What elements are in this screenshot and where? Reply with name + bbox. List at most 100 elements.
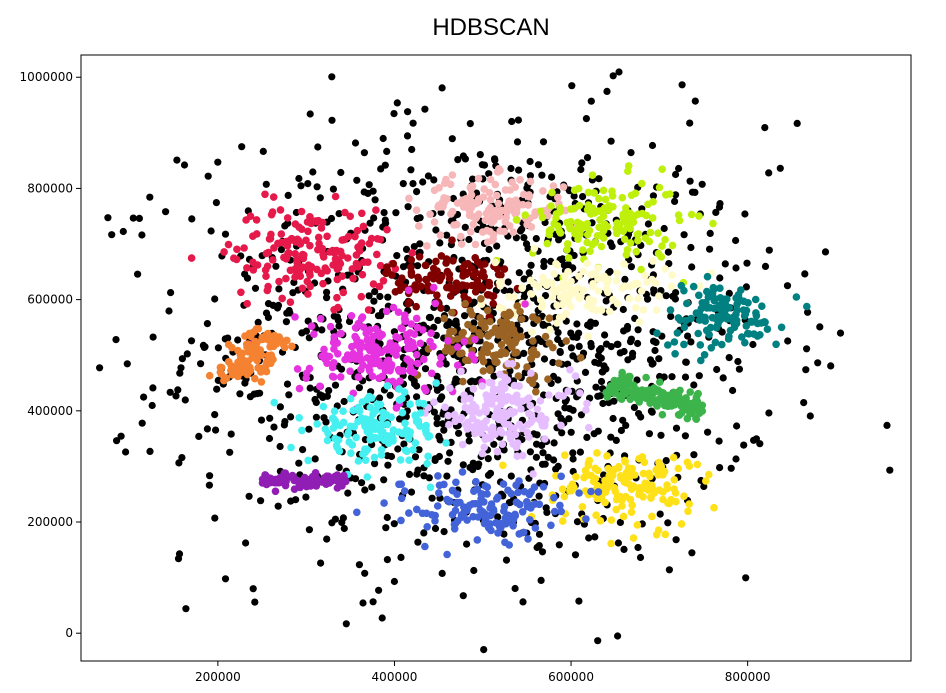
scatter-point <box>333 443 342 452</box>
plot-frame <box>80 54 912 662</box>
scatter-point <box>515 166 523 174</box>
scatter-point <box>523 363 531 371</box>
scatter-point <box>569 205 578 213</box>
scatter-point <box>266 414 274 422</box>
scatter-point <box>698 180 706 188</box>
scatter-point <box>371 418 380 427</box>
scatter-point <box>732 455 740 463</box>
scatter-point <box>459 592 467 600</box>
scatter-point <box>368 372 377 381</box>
scatter-point <box>298 284 307 293</box>
scatter-point <box>477 319 486 328</box>
scatter-point <box>571 551 580 559</box>
scatter-point <box>683 299 691 308</box>
cluster-c-crimson <box>187 190 417 314</box>
scatter-point <box>688 549 696 557</box>
scatter-point <box>704 293 713 301</box>
scatter-point <box>270 331 279 340</box>
scatter-point <box>493 358 501 367</box>
scatter-point <box>667 394 676 403</box>
scatter-point <box>372 206 380 214</box>
scatter-point <box>287 443 295 452</box>
scatter-point <box>727 464 735 472</box>
scatter-point <box>361 486 369 494</box>
scatter-point <box>420 472 428 480</box>
scatter-point <box>527 504 535 512</box>
scatter-point <box>410 368 418 377</box>
scatter-point <box>372 343 380 351</box>
scatter-point <box>367 358 375 367</box>
scatter-point <box>488 217 497 225</box>
scatter-point <box>117 432 125 440</box>
scatter-point <box>203 425 211 433</box>
scatter-point <box>627 508 636 516</box>
scatter-point <box>129 214 137 222</box>
scatter-point <box>601 476 609 485</box>
scatter-point <box>366 219 374 227</box>
scatter-point <box>316 314 325 323</box>
scatter-point <box>492 408 501 416</box>
scatter-point <box>438 198 447 207</box>
scatter-point <box>383 513 391 522</box>
scatter-point <box>113 437 121 445</box>
scatter-point <box>629 482 638 491</box>
scatter-point <box>684 507 692 516</box>
scatter-point <box>595 194 603 203</box>
scatter-point <box>96 364 104 372</box>
scatter-point <box>682 358 690 366</box>
scatter-point <box>510 293 518 301</box>
y-axis: 0 200000 400000 600000 800000 1000000 <box>20 70 81 640</box>
scatter-point <box>221 374 230 382</box>
scatter-point <box>667 312 675 320</box>
scatter-point <box>470 319 478 327</box>
scatter-point <box>700 351 709 359</box>
scatter-point <box>369 187 377 195</box>
scatter-point <box>541 435 549 443</box>
scatter-point <box>466 463 474 472</box>
scatter-point <box>538 422 547 430</box>
scatter-point <box>338 251 346 260</box>
scatter-point <box>707 344 716 352</box>
scatter-point <box>644 295 652 303</box>
scatter-point <box>174 555 183 563</box>
scatter-point <box>597 345 605 353</box>
scatter-point <box>567 289 575 297</box>
scatter-point <box>504 421 513 429</box>
scatter-point <box>476 506 485 514</box>
scatter-point <box>280 343 289 352</box>
scatter-point <box>622 250 631 259</box>
points-layer <box>96 68 894 654</box>
scatter-point <box>409 180 417 188</box>
scatter-point <box>149 333 157 341</box>
scatter-point <box>399 263 408 271</box>
scatter-point <box>242 340 251 349</box>
scatter-point <box>652 306 661 315</box>
scatter-point <box>441 179 449 187</box>
scatter-point <box>347 449 355 458</box>
scatter-point <box>482 408 490 416</box>
scatter-point <box>119 227 127 236</box>
scatter-point <box>661 235 669 244</box>
scatter-point <box>655 355 663 363</box>
scatter-point <box>732 236 740 245</box>
scatter-point <box>390 520 398 528</box>
scatter-point <box>609 72 617 80</box>
scatter-point <box>360 188 368 196</box>
scatter-point <box>496 282 505 290</box>
scatter-point <box>498 440 507 449</box>
scatter-point <box>582 115 591 123</box>
scatter-point <box>583 154 592 162</box>
scatter-point <box>316 194 324 202</box>
scatter-point <box>515 269 523 277</box>
scatter-point <box>448 135 456 143</box>
scatter-point <box>529 415 537 424</box>
scatter-point <box>287 413 295 421</box>
scatter-point <box>670 338 679 346</box>
scatter-point <box>421 542 429 551</box>
scatter-point <box>729 386 737 395</box>
scatter-point <box>597 377 606 386</box>
scatter-point <box>493 495 501 503</box>
scatter-point <box>404 108 412 116</box>
scatter-point <box>384 461 392 469</box>
scatter-point <box>354 457 363 465</box>
